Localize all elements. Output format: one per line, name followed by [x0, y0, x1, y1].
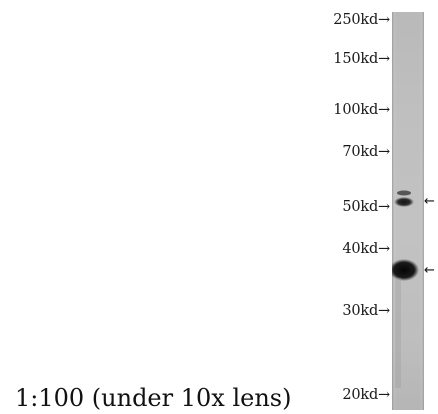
band-arrow-lower: ←	[424, 264, 435, 278]
band-upper	[394, 197, 414, 207]
marker-40kd: 40kd→	[342, 241, 390, 257]
blot-lane	[392, 12, 424, 410]
marker-250kd: 250kd→	[333, 12, 390, 28]
marker-20kd: 20kd→	[342, 387, 390, 403]
dilution-caption: 1:100 (under 10x lens)	[15, 384, 291, 412]
band-arrow-upper: ←	[424, 195, 435, 209]
marker-30kd: 30kd→	[342, 303, 390, 319]
marker-50kd: 50kd→	[342, 199, 390, 215]
marker-70kd: 70kd→	[342, 144, 390, 160]
marker-150kd: 150kd→	[333, 51, 390, 67]
marker-100kd: 100kd→	[333, 102, 390, 118]
